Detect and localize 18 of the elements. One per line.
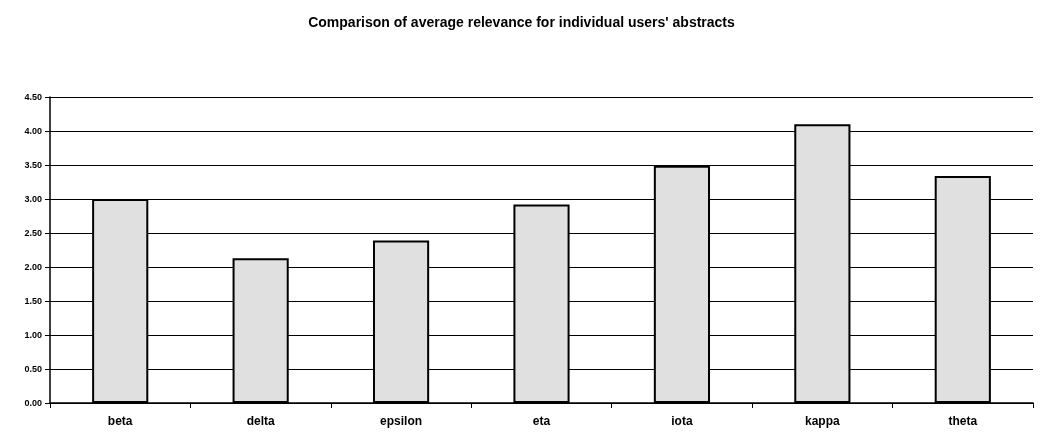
y-tick-label: 4.00 — [24, 126, 42, 136]
y-tick-label: 0.50 — [24, 364, 42, 374]
x-tick-label: iota — [671, 414, 693, 428]
x-tick-label: epsilon — [380, 414, 423, 428]
x-tick-label: delta — [246, 414, 275, 428]
x-tick-label: kappa — [805, 414, 841, 428]
y-tick-label: 1.50 — [24, 296, 42, 306]
chart-title: Comparison of average relevance for individual users' abstracts — [308, 14, 736, 30]
y-tick-label: 3.00 — [24, 194, 42, 204]
x-tick-label: beta — [107, 414, 133, 428]
y-tick-label: 2.50 — [24, 228, 42, 238]
x-tick-label: theta — [948, 414, 978, 428]
y-tick-label: 3.50 — [24, 160, 42, 170]
y-tick-label: 0.00 — [24, 398, 42, 408]
x-tick-label: eta — [532, 414, 551, 428]
y-tick-label: 1.00 — [24, 330, 42, 340]
y-tick-label: 4.50 — [24, 92, 42, 102]
y-tick-label: 2.00 — [24, 262, 42, 272]
